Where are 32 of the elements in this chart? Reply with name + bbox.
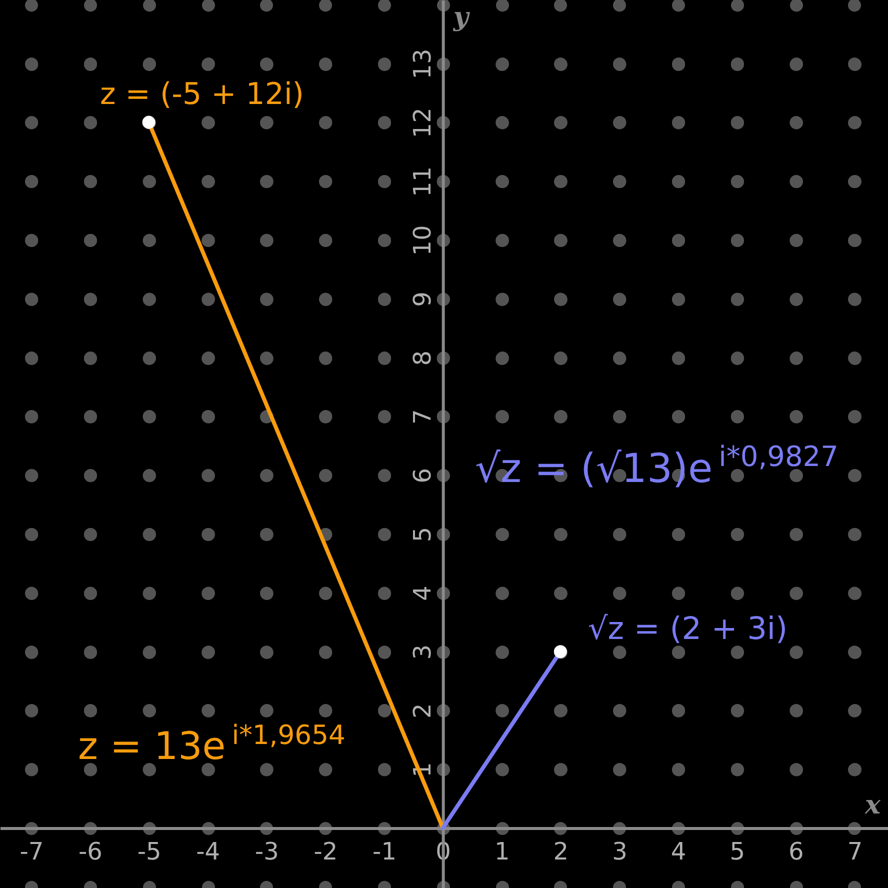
annotation: z = 13e$^{i*1,9654}$: [78, 720, 346, 768]
x-tick-label: 4: [670, 838, 686, 866]
y-tick-label: 11: [408, 166, 436, 197]
x-tick-label: -7: [20, 838, 44, 866]
y-axis-title: y: [452, 2, 470, 32]
y-tick-label: 8: [408, 350, 436, 366]
y-tick-label: 12: [408, 108, 436, 138]
y-tick-label: 5: [408, 526, 436, 542]
y-tick-label: 13: [408, 48, 436, 80]
y-tick-label: 6: [408, 468, 436, 484]
x-tick-label: -3: [254, 838, 279, 866]
x-tick-label: 6: [788, 838, 804, 866]
x-tick-label: -4: [196, 838, 220, 866]
x-tick-label: 2: [553, 838, 569, 866]
y-tick-label: 7: [408, 409, 436, 424]
x-tick-label: -1: [372, 838, 396, 866]
annotation: √z = (2 + 3i): [588, 611, 788, 647]
x-tick-label: 1: [494, 838, 510, 866]
x-tick-label: 5: [730, 838, 746, 866]
annotation: √z = (√13)e$^{i*0,9827}$: [475, 440, 838, 492]
x-tick-label: -2: [314, 838, 338, 866]
y-tick-label: 10: [408, 225, 436, 256]
annotation: z = (-5 + 12i): [100, 77, 304, 112]
y-tick-label: 2: [408, 703, 436, 719]
x-axis-title: x: [864, 790, 881, 821]
x-tick-label: 7: [847, 838, 863, 866]
y-tick-label: 4: [408, 586, 436, 601]
x-tick-label: -5: [137, 838, 162, 866]
y-tick-label: 3: [408, 644, 436, 660]
y-tick-label: 9: [408, 292, 436, 307]
x-tick-label: 3: [612, 838, 628, 866]
x-tick-label: -6: [78, 838, 102, 866]
